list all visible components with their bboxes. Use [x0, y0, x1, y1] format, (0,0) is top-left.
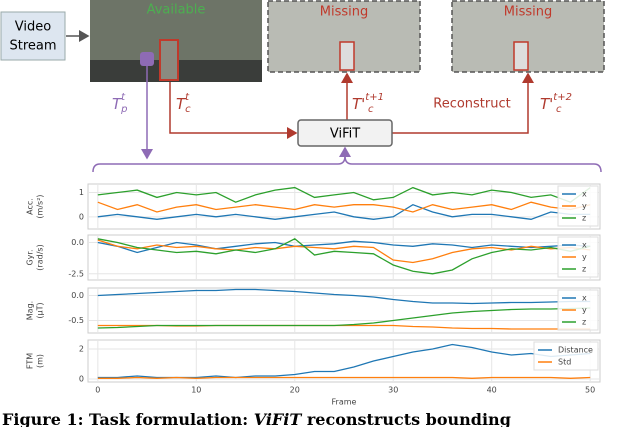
source-label: Video: [15, 20, 51, 35]
y-tick-label: -0.5: [68, 316, 84, 325]
series-line: [97, 307, 591, 329]
plot-area: [87, 339, 601, 383]
symbol-base: T: [176, 95, 187, 113]
action-label: Reconstruct: [433, 97, 511, 112]
symbol: Tt c: [176, 92, 191, 115]
y-axis-label: Acc.: [26, 198, 35, 215]
legend-label: z: [582, 214, 586, 223]
x-tick-label: 20: [290, 386, 300, 395]
y-tick-label: 0.0: [71, 291, 84, 300]
arrow: [169, 82, 298, 139]
y-tick-label: 1: [79, 188, 84, 197]
symbol: T't+2 c: [540, 92, 572, 115]
series-line: [97, 376, 591, 379]
series-line: [97, 288, 591, 305]
legend-label: Std: [558, 358, 571, 367]
symbol-base: T': [352, 95, 365, 113]
legend-label: x: [582, 190, 587, 199]
caption-part: reconstructs bounding: [301, 410, 511, 427]
source-label: Stream: [9, 39, 56, 54]
frame-status: Available: [147, 3, 206, 18]
legend-label: y: [582, 202, 587, 211]
legend-label: y: [582, 306, 587, 315]
y-axis-label: (μT): [36, 302, 45, 318]
y-tick-label: 2: [79, 345, 84, 354]
legend: [533, 341, 599, 371]
legend-label: z: [582, 318, 586, 327]
series-line: [97, 238, 591, 275]
bbox: [513, 41, 529, 71]
symbol-base: T': [540, 95, 553, 113]
x-tick-label: 0: [95, 386, 100, 395]
phone-icon: [140, 52, 154, 66]
bracket: [92, 155, 602, 173]
symbol-sub: c: [185, 104, 191, 115]
frame-status: Missing: [504, 5, 552, 20]
x-tick-label: 10: [191, 386, 201, 395]
legend-label: x: [582, 294, 587, 303]
symbol-sup: t+1: [365, 92, 384, 103]
symbol-sup: t: [185, 92, 190, 103]
symbol-sup: t+2: [553, 92, 572, 103]
symbol-base: T: [112, 95, 123, 113]
model-label: ViFiT: [330, 127, 360, 142]
caption: Figure 1: Task formulation: ViFiT recons…: [2, 410, 511, 427]
frame-status: Missing: [320, 5, 368, 20]
source-box: [0, 11, 66, 61]
x-tick-label: 50: [585, 386, 595, 395]
symbol: Tt p: [112, 92, 127, 115]
bbox: [339, 41, 355, 71]
y-tick-label: 0: [79, 212, 84, 221]
model-box: [297, 119, 393, 147]
legend-label: z: [582, 265, 586, 274]
arrow: [392, 72, 534, 134]
x-tick-label: 30: [388, 386, 398, 395]
y-tick-label: -2.5: [68, 269, 84, 278]
x-axis-label: Frame: [332, 398, 357, 407]
legend: [557, 289, 599, 331]
x-tick-label: 40: [487, 386, 497, 395]
bbox: [159, 39, 179, 81]
series-line: [97, 201, 591, 213]
series-line: [97, 203, 591, 220]
y-axis-label: Gyr.: [26, 249, 35, 265]
symbol-sup: t: [121, 92, 126, 103]
legend-label: Distance: [558, 346, 593, 355]
symbol-sub: c: [368, 104, 374, 115]
series-line: [97, 240, 591, 254]
caption-part: Figure 1: Task formulation:: [2, 410, 254, 427]
y-axis-label: FTM: [26, 353, 35, 369]
y-tick-label: 0: [79, 375, 84, 384]
series-line: [97, 186, 591, 203]
symbol-sub: p: [120, 104, 127, 115]
y-axis-label: (m/s²): [36, 194, 45, 218]
legend-label: x: [582, 241, 587, 250]
symbol: T't+1 c: [352, 92, 384, 115]
y-axis-label: Mag.: [26, 301, 35, 320]
y-axis-label: (rad/s): [36, 244, 45, 270]
legend-label: y: [582, 253, 587, 262]
y-axis-label: (m): [36, 354, 45, 368]
caption-part: ViFiT: [254, 410, 303, 427]
y-tick-label: 0.0: [71, 238, 84, 247]
symbol-sub: c: [556, 104, 562, 115]
